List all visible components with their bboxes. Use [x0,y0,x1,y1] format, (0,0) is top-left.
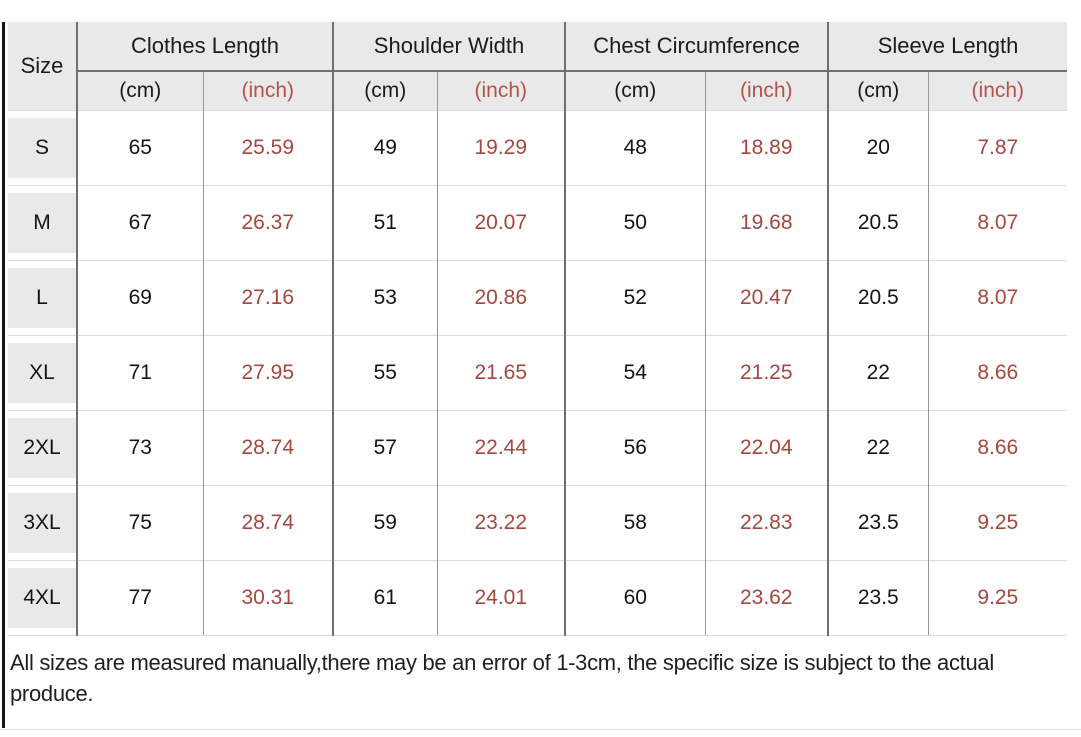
table-row: L 69 27.16 53 20.86 52 20.47 20.5 8.07 [8,260,1068,336]
column-header-chest-circumference: Chest Circumference [564,22,829,72]
cm-value-cell: 49 [332,110,437,186]
inch-value-cell: 22.04 [704,410,829,486]
size-label: XL [8,343,76,403]
cm-value-cell: 23.5 [827,485,929,561]
size-label: S [8,118,76,178]
inch-value-cell: 24.01 [436,560,566,636]
inch-value-cell: 22.83 [704,485,829,561]
inch-value-cell: 19.68 [704,185,829,261]
table-row: M 67 26.37 51 20.07 50 19.68 20.5 8.07 [8,185,1068,261]
size-cell: S [8,110,77,186]
column-header-sleeve-length: Sleeve Length [827,22,1068,72]
table-row: 2XL 73 28.74 57 22.44 56 22.04 22 8.66 [8,410,1068,486]
inch-value-cell: 8.07 [927,260,1068,336]
size-cell: 4XL [8,560,77,636]
cm-value-cell: 20.5 [827,260,929,336]
inch-value-cell: 21.65 [436,335,566,411]
inch-value-cell: 25.59 [202,110,333,186]
unit-header-cm: (cm) [827,71,929,111]
cm-value-cell: 73 [76,410,203,486]
size-label: 2XL [8,418,76,478]
size-label: 3XL [8,493,76,553]
unit-header-cm: (cm) [332,71,437,111]
measurement-note: All sizes are measured manually,there ma… [10,650,994,706]
cm-value-cell: 52 [564,260,706,336]
inch-value-cell: 9.25 [927,560,1068,636]
size-table-body: S 65 25.59 49 19.29 48 18.89 20 7.87 M 67 26.37 51 20… [8,110,1068,636]
cm-value-cell: 77 [76,560,203,636]
cm-value-cell: 59 [332,485,437,561]
unit-header-inch: (inch) [202,71,333,111]
cm-value-cell: 65 [76,110,203,186]
size-label: M [8,193,76,253]
size-chart-table: Size Clothes Length Shoulder Width Chest… [8,22,1068,636]
column-header-size: Size [8,22,77,111]
inch-value-cell: 26.37 [202,185,333,261]
left-frame-border [2,22,5,728]
inch-value-cell: 20.47 [704,260,829,336]
inch-value-cell: 27.95 [202,335,333,411]
unit-header-cm: (cm) [564,71,706,111]
cm-value-cell: 56 [564,410,706,486]
inch-value-cell: 8.07 [927,185,1068,261]
cm-value-cell: 67 [76,185,203,261]
cm-value-cell: 20 [827,110,929,186]
inch-value-cell: 20.86 [436,260,566,336]
cm-value-cell: 22 [827,410,929,486]
table-row: 4XL 77 30.31 61 24.01 60 23.62 23.5 9.25 [8,560,1068,636]
column-header-shoulder-width: Shoulder Width [331,22,566,72]
inch-value-cell: 23.22 [436,485,566,561]
unit-header-inch: (inch) [927,71,1068,111]
cm-value-cell: 54 [564,335,706,411]
size-label: L [8,268,76,328]
size-cell: L [8,260,77,336]
cm-value-cell: 51 [332,185,437,261]
cm-value-cell: 53 [332,260,437,336]
cm-value-cell: 48 [564,110,706,186]
inch-value-cell: 23.62 [704,560,829,636]
inch-value-cell: 8.66 [927,335,1068,411]
group-header-row: Size Clothes Length Shoulder Width Chest… [8,22,1068,111]
cm-value-cell: 60 [564,560,706,636]
cm-value-cell: 69 [76,260,203,336]
unit-header-row: (cm) (inch) (cm) (inch) (cm) (inch) (cm)… [8,71,1068,111]
table-header: Size Clothes Length Shoulder Width Chest… [8,22,1068,111]
size-cell: XL [8,335,77,411]
inch-value-cell: 28.74 [202,410,333,486]
inch-value-cell: 19.29 [436,110,566,186]
inch-value-cell: 30.31 [202,560,333,636]
inch-value-cell: 20.07 [436,185,566,261]
inch-value-cell: 22.44 [436,410,566,486]
size-label: 4XL [8,568,76,628]
table-row: XL 71 27.95 55 21.65 54 21.25 22 8.66 [8,335,1068,411]
column-header-clothes-length: Clothes Length [76,22,333,72]
size-cell: 3XL [8,485,77,561]
bottom-frame-border [0,729,1081,730]
cm-value-cell: 71 [76,335,203,411]
inch-value-cell: 21.25 [704,335,829,411]
cm-value-cell: 50 [564,185,706,261]
table-row: 3XL 75 28.74 59 23.22 58 22.83 23.5 9.25 [8,485,1068,561]
unit-header-cm: (cm) [76,71,203,111]
unit-header-inch: (inch) [436,71,566,111]
inch-value-cell: 27.16 [202,260,333,336]
cm-value-cell: 22 [827,335,929,411]
size-cell: 2XL [8,410,77,486]
inch-value-cell: 8.66 [927,410,1068,486]
cm-value-cell: 23.5 [827,560,929,636]
table-row: S 65 25.59 49 19.29 48 18.89 20 7.87 [8,110,1068,186]
cm-value-cell: 75 [76,485,203,561]
cm-value-cell: 20.5 [827,185,929,261]
unit-header-inch: (inch) [704,71,829,111]
cm-value-cell: 58 [564,485,706,561]
cm-value-cell: 55 [332,335,437,411]
inch-value-cell: 18.89 [704,110,829,186]
inch-value-cell: 28.74 [202,485,333,561]
cm-value-cell: 57 [332,410,437,486]
inch-value-cell: 7.87 [927,110,1068,186]
inch-value-cell: 9.25 [927,485,1068,561]
size-cell: M [8,185,77,261]
cm-value-cell: 61 [332,560,437,636]
